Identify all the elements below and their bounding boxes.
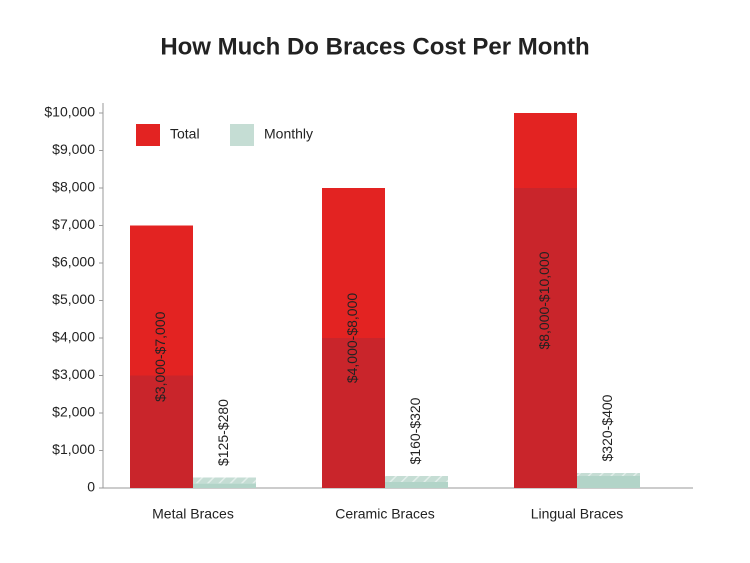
data-label: $320-$400 (599, 394, 615, 461)
bar-low (322, 338, 385, 488)
y-tick-label: $4,000 (52, 329, 95, 345)
y-tick-label: $1,000 (52, 441, 95, 457)
y-tick-label: $5,000 (52, 291, 95, 307)
legend-swatch (230, 124, 254, 146)
x-tick-label: Lingual Braces (531, 506, 624, 522)
bar-hatch (193, 477, 256, 484)
y-tick-label: $9,000 (52, 141, 95, 157)
y-tick-label: $10,000 (44, 104, 95, 120)
data-label: $160-$320 (407, 397, 423, 464)
data-label: $3,000-$7,000 (152, 311, 168, 402)
bar-low (385, 482, 448, 488)
data-label: $4,000-$8,000 (344, 293, 360, 384)
x-tick-label: Ceramic Braces (335, 506, 435, 522)
bar-hatch (385, 476, 448, 482)
x-tick-label: Metal Braces (152, 506, 234, 522)
bar-range (130, 225, 193, 376)
data-label: $8,000-$10,000 (536, 251, 552, 349)
bar-low (577, 476, 640, 488)
y-tick-label: $7,000 (52, 216, 95, 232)
y-tick-label: 0 (87, 479, 95, 495)
y-tick-label: $6,000 (52, 254, 95, 270)
bar-range (322, 188, 385, 338)
y-tick-label: $2,000 (52, 404, 95, 420)
y-tick-label: $3,000 (52, 366, 95, 382)
bar-low (514, 188, 577, 488)
y-tick-label: $8,000 (52, 179, 95, 195)
legend-label: Total (170, 126, 200, 142)
chart-title: How Much Do Braces Cost Per Month (160, 33, 589, 60)
legend-swatch (136, 124, 160, 146)
bar-range (514, 113, 577, 188)
bar-low (130, 375, 193, 488)
bar-low (193, 483, 256, 488)
data-label: $125-$280 (215, 399, 231, 466)
bar-hatch (577, 473, 640, 476)
legend-label: Monthly (264, 126, 313, 142)
